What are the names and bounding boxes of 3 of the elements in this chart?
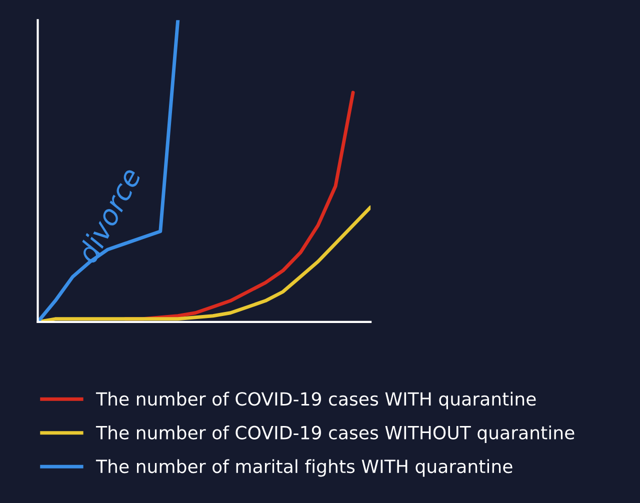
legend-label: The number of COVID-19 cases WITHOUT quarantine [96,425,574,443]
legend-label: The number of COVID-19 cases WITH quarantine [96,392,536,410]
legend-label: The number of marital fights WITH quarantine [96,459,512,477]
